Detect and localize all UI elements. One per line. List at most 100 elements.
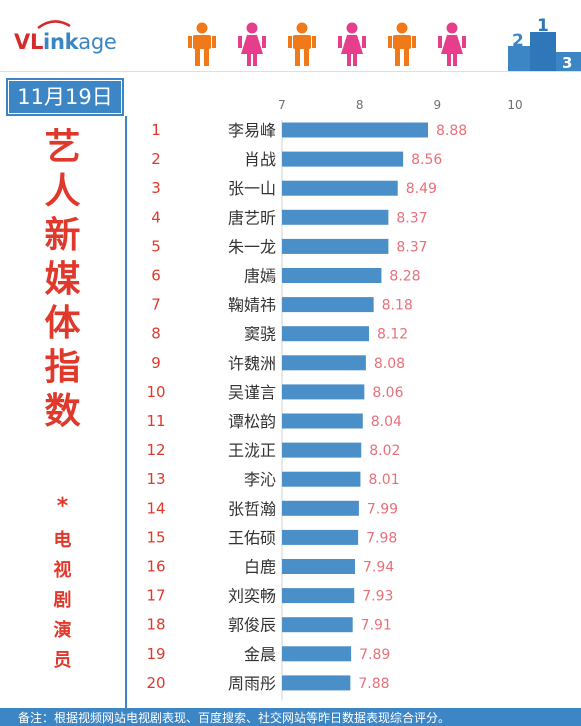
score-bar — [282, 151, 404, 167]
score-value-label: 8.88 — [436, 123, 467, 139]
x-tick-label: 9 — [434, 98, 442, 112]
score-bar — [282, 617, 353, 633]
score-value-label: 8.37 — [396, 239, 427, 255]
score-value-label: 7.93 — [362, 589, 393, 605]
title-char: 艺 — [44, 127, 81, 168]
title-char: 体 — [44, 303, 81, 344]
actor-name: 肖战 — [244, 150, 276, 169]
rank-number: 9 — [151, 354, 161, 372]
female-person-icon — [238, 22, 266, 66]
score-value-label: 8.02 — [369, 443, 400, 459]
ranking-bar-chart: 7 8 9 10 1 李易峰 8.88 2 肖战 8.56 3 张一山 8.49 4 唐艺昕 8.37 5 朱一龙… — [146, 98, 523, 700]
male-person-icon — [288, 22, 316, 66]
main-title: 艺 人 新 媒 体 指 数 — [0, 126, 125, 434]
podium-icon: 2 1 3 — [508, 16, 581, 72]
subtitle-char: 员 — [53, 650, 72, 671]
score-bar — [282, 122, 429, 138]
header-divider — [0, 71, 581, 72]
score-bar — [282, 238, 389, 254]
score-bar — [282, 384, 365, 400]
people-icons — [188, 22, 466, 66]
score-value-label: 8.49 — [406, 181, 437, 197]
score-value-label: 8.12 — [377, 327, 408, 343]
rank-number: 11 — [146, 412, 165, 430]
vlinkage-logo: VLinkage — [14, 30, 117, 54]
score-value-label: 8.18 — [382, 298, 413, 314]
score-bar — [282, 529, 359, 545]
rank-number: 10 — [146, 383, 165, 401]
actor-name: 郭俊辰 — [228, 616, 276, 635]
logo-part-ink: ink — [43, 30, 79, 54]
score-bar — [282, 209, 389, 225]
male-person-icon — [388, 22, 416, 66]
score-value-label: 8.06 — [372, 385, 403, 401]
podium-number-1: 1 — [537, 16, 549, 36]
footer-note: 备注：根据视频网站电视剧表现、百度搜索、社交网站等昨日数据表现综合评分。 — [0, 708, 581, 726]
score-value-label: 7.91 — [361, 618, 392, 634]
subtitle-char: 演 — [53, 620, 72, 641]
score-bar — [282, 646, 352, 662]
score-value-label: 8.08 — [374, 356, 405, 372]
actor-name: 周雨彤 — [228, 674, 276, 693]
actor-name: 金晨 — [244, 645, 276, 664]
female-person-icon — [338, 22, 366, 66]
rank-number: 19 — [146, 645, 165, 663]
subtitle: 电 视 剧 演 员 — [0, 526, 125, 676]
score-bar — [282, 180, 398, 196]
score-bar — [282, 268, 382, 283]
logo-part-age: age — [78, 30, 117, 54]
title-asterisk: * — [56, 494, 69, 519]
rank-number: 2 — [151, 150, 161, 168]
score-value-label: 8.56 — [411, 152, 442, 168]
score-value-label: 7.94 — [363, 560, 394, 576]
score-value-label: 7.99 — [367, 501, 398, 517]
score-value-label: 8.01 — [368, 472, 399, 488]
rank-number: 5 — [151, 237, 161, 255]
rank-number: 1 — [151, 121, 161, 139]
actor-name: 刘奕畅 — [228, 587, 276, 606]
rank-number: 6 — [151, 267, 161, 285]
actor-name: 朱一龙 — [228, 237, 276, 256]
score-bar — [282, 355, 366, 371]
actor-name: 张一山 — [228, 179, 276, 198]
logo-part-vl: VL — [14, 30, 44, 54]
score-value-label: 7.88 — [358, 676, 389, 692]
rank-number: 17 — [146, 587, 165, 605]
rank-number: 16 — [146, 558, 165, 576]
x-tick-label: 7 — [278, 98, 286, 112]
score-bar — [282, 297, 374, 313]
rank-number: 20 — [146, 674, 165, 692]
title-char: 数 — [44, 391, 81, 432]
title-char: 新 — [44, 215, 81, 256]
side-panel: 艺 人 新 媒 体 指 数 * 电 视 剧 演 员 — [0, 116, 127, 708]
female-person-icon — [438, 22, 466, 66]
header: VLinkage 2 1 3 — [0, 0, 581, 72]
score-value-label: 8.04 — [371, 414, 402, 430]
score-bar — [282, 559, 356, 574]
title-char: 人 — [44, 171, 81, 212]
x-tick-label: 10 — [507, 98, 522, 112]
rank-number: 7 — [151, 296, 161, 314]
score-value-label: 8.37 — [396, 210, 427, 226]
actor-name: 李易峰 — [228, 121, 276, 140]
rank-number: 14 — [146, 499, 165, 517]
score-bar — [282, 442, 362, 458]
rank-number: 12 — [146, 441, 165, 459]
actor-name: 谭松韵 — [228, 412, 276, 431]
actor-name: 窦骁 — [244, 325, 276, 344]
podium-number-3: 3 — [562, 54, 572, 72]
podium-number-2: 2 — [512, 31, 524, 51]
rank-number: 13 — [146, 470, 165, 488]
rank-number: 15 — [146, 528, 165, 546]
score-bar — [282, 413, 363, 429]
actor-name: 王佑硕 — [228, 528, 276, 547]
rank-number: 3 — [151, 179, 161, 197]
score-bar — [282, 326, 369, 342]
actor-name: 张哲瀚 — [228, 499, 276, 518]
score-value-label: 7.98 — [366, 530, 397, 546]
x-tick-label: 8 — [356, 98, 364, 112]
actor-name: 吴谨言 — [228, 383, 276, 402]
title-char: 指 — [44, 347, 81, 388]
actor-name: 唐艺昕 — [228, 208, 276, 227]
subtitle-char: 电 — [53, 530, 72, 551]
